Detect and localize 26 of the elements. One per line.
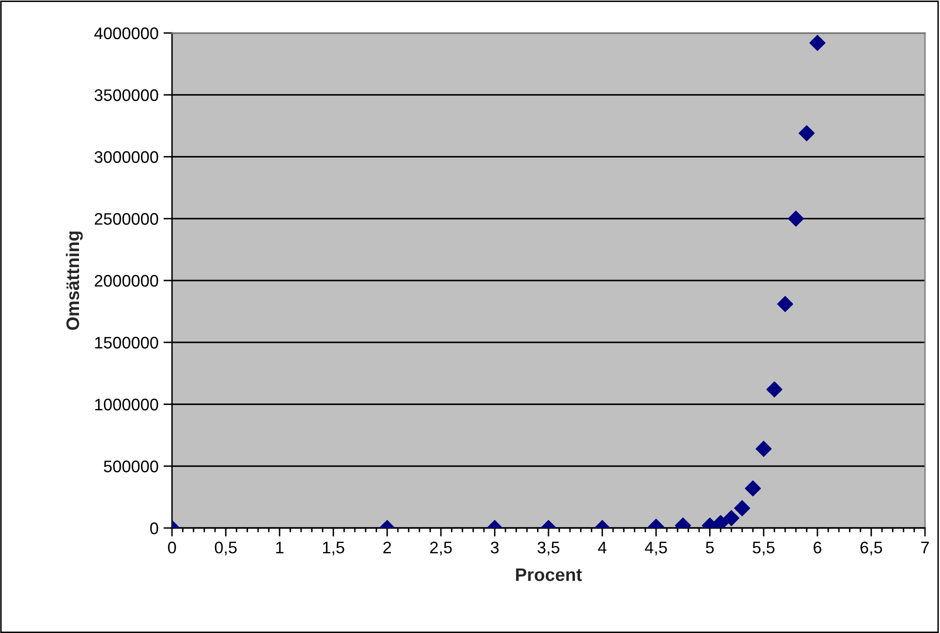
x-tick-label: 0 <box>168 542 176 554</box>
x-tick-label: 4 <box>598 542 606 554</box>
y-tick-label: 3000000 <box>94 151 158 163</box>
x-axis-title: Procent <box>516 568 582 582</box>
y-tick-label: 1000000 <box>95 398 158 410</box>
y-axis-title: Omsättning <box>66 232 83 330</box>
x-tick-label: 1 <box>276 542 284 554</box>
x-tick-label: 6,5 <box>860 542 882 556</box>
x-tick-label: 0,5 <box>214 542 237 556</box>
x-tick-label: 2,5 <box>430 542 452 556</box>
x-tick-label: 1,5 <box>323 542 344 556</box>
x-tick-label: 6 <box>814 542 822 554</box>
x-tick-label: 5 <box>706 542 714 554</box>
x-tick-label: 5,5 <box>752 542 775 556</box>
x-tick-label: 3,5 <box>538 542 560 556</box>
x-tick-label: 2 <box>383 542 391 554</box>
x-tick-label: 3 <box>490 542 499 554</box>
y-tick-label: 0 <box>150 522 158 534</box>
y-tick-label: 500000 <box>104 460 158 472</box>
y-tick-label: 1500000 <box>95 336 158 349</box>
x-tick-label: 4,5 <box>644 542 667 556</box>
x-tick-label: 7 <box>921 542 929 554</box>
y-tick-label: 3500000 <box>94 89 158 102</box>
y-tick-label: 2500000 <box>94 213 158 225</box>
y-tick-label: 2000000 <box>94 274 158 287</box>
y-tick-label: 4000000 <box>94 27 158 40</box>
